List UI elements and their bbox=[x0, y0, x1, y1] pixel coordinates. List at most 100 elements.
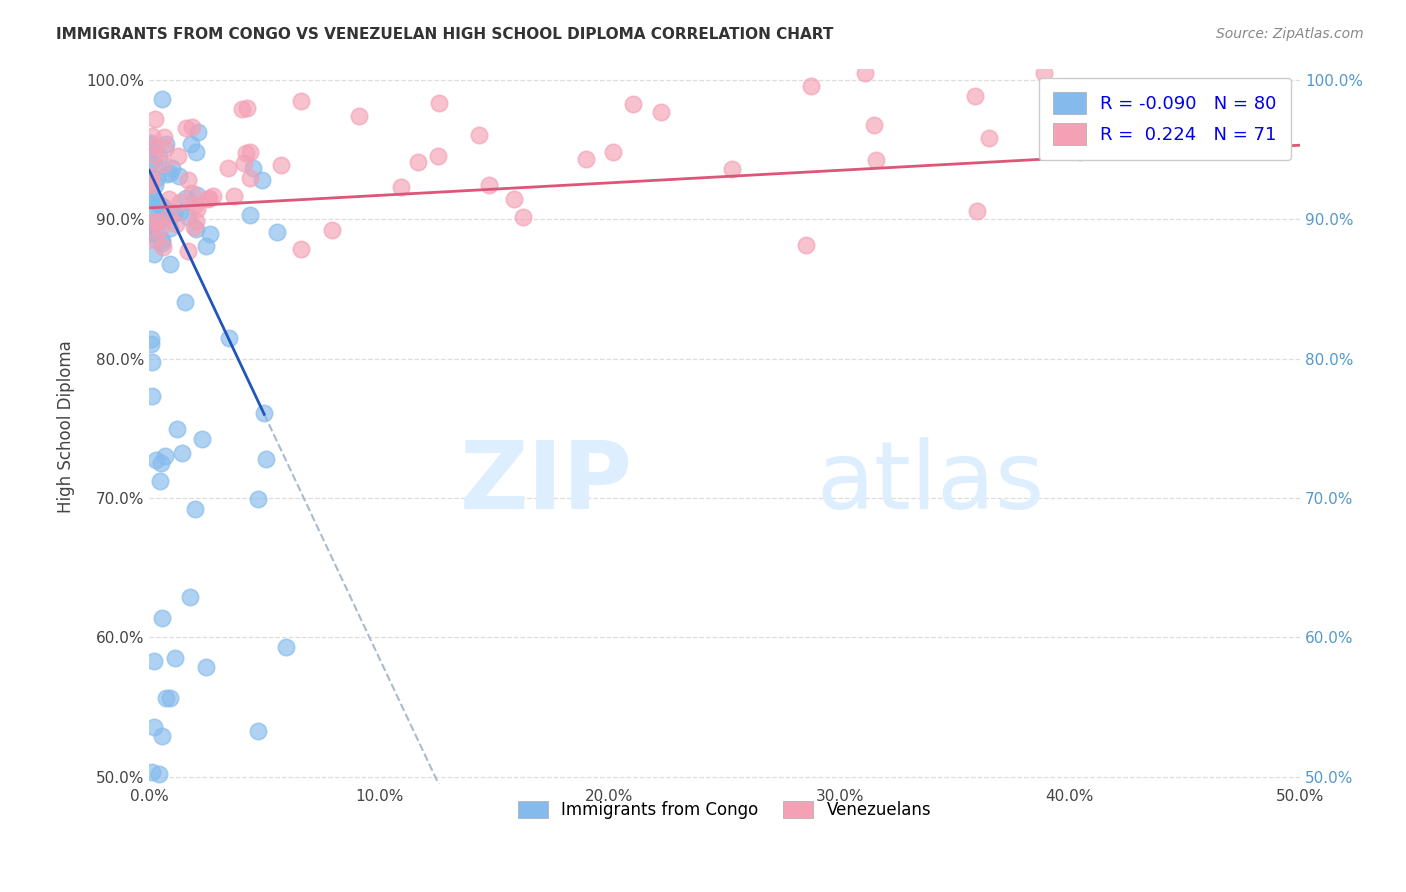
Point bbox=[143, 720, 166, 734]
Point bbox=[247, 492, 270, 507]
Point bbox=[143, 112, 166, 126]
Point bbox=[165, 650, 187, 665]
Point bbox=[796, 238, 818, 252]
Text: ZIP: ZIP bbox=[460, 437, 633, 529]
Point bbox=[180, 186, 202, 200]
Point bbox=[148, 197, 170, 211]
Point bbox=[160, 208, 183, 222]
Point bbox=[235, 145, 257, 160]
Point bbox=[141, 191, 163, 205]
Point bbox=[149, 222, 172, 236]
Point bbox=[167, 169, 190, 184]
Point bbox=[1084, 85, 1107, 99]
Point bbox=[141, 765, 163, 780]
Point bbox=[965, 88, 987, 103]
Point bbox=[1053, 125, 1076, 139]
Point bbox=[247, 724, 270, 739]
Point bbox=[865, 153, 887, 168]
Point bbox=[167, 148, 190, 162]
Point bbox=[966, 203, 988, 218]
Text: IMMIGRANTS FROM CONGO VS VENEZUELAN HIGH SCHOOL DIPLOMA CORRELATION CHART: IMMIGRANTS FROM CONGO VS VENEZUELAN HIGH… bbox=[56, 27, 834, 42]
Point bbox=[174, 295, 197, 310]
Point bbox=[146, 213, 169, 227]
Legend: Immigrants from Congo, Venezuelans: Immigrants from Congo, Venezuelans bbox=[512, 794, 938, 825]
Point bbox=[191, 432, 214, 446]
Point bbox=[141, 169, 163, 183]
Point bbox=[198, 227, 221, 241]
Point bbox=[183, 220, 205, 235]
Point bbox=[141, 155, 163, 169]
Point bbox=[141, 129, 163, 144]
Point bbox=[150, 92, 173, 106]
Point bbox=[146, 215, 169, 229]
Point bbox=[602, 145, 624, 159]
Point bbox=[186, 202, 208, 217]
Point bbox=[169, 205, 191, 219]
Point bbox=[218, 331, 240, 345]
Point bbox=[145, 452, 167, 467]
Point bbox=[159, 210, 181, 224]
Point bbox=[202, 188, 225, 202]
Point bbox=[197, 191, 219, 205]
Point bbox=[153, 141, 176, 155]
Point bbox=[195, 239, 218, 253]
Point bbox=[222, 189, 245, 203]
Point bbox=[143, 230, 166, 244]
Point bbox=[179, 591, 201, 605]
Point bbox=[250, 172, 273, 186]
Point bbox=[177, 173, 200, 187]
Point bbox=[146, 203, 169, 218]
Point bbox=[468, 128, 491, 142]
Point bbox=[181, 120, 204, 134]
Point bbox=[155, 137, 177, 152]
Point bbox=[266, 225, 288, 239]
Point bbox=[1069, 145, 1091, 160]
Text: atlas: atlas bbox=[817, 437, 1045, 529]
Point bbox=[979, 131, 1001, 145]
Point bbox=[389, 179, 412, 194]
Point bbox=[142, 157, 165, 171]
Point bbox=[155, 690, 177, 705]
Point bbox=[217, 161, 239, 175]
Point bbox=[142, 148, 165, 162]
Point bbox=[186, 124, 208, 138]
Point bbox=[184, 198, 207, 212]
Point bbox=[235, 101, 257, 115]
Point bbox=[153, 449, 176, 463]
Point bbox=[143, 654, 166, 668]
Point bbox=[159, 256, 181, 270]
Point bbox=[150, 235, 173, 250]
Point bbox=[141, 217, 163, 231]
Point bbox=[478, 178, 501, 193]
Point bbox=[184, 502, 207, 516]
Point bbox=[141, 332, 163, 346]
Point bbox=[574, 152, 596, 166]
Point bbox=[1077, 93, 1099, 107]
Point bbox=[152, 130, 174, 145]
Point bbox=[186, 222, 208, 236]
Point bbox=[141, 187, 163, 202]
Point bbox=[180, 136, 202, 151]
Point bbox=[169, 194, 191, 209]
Point bbox=[165, 217, 187, 231]
Point bbox=[141, 389, 163, 403]
Point bbox=[150, 457, 173, 471]
Point bbox=[141, 226, 163, 240]
Point bbox=[142, 247, 165, 261]
Point bbox=[141, 178, 163, 193]
Point bbox=[174, 191, 197, 205]
Point bbox=[290, 94, 312, 108]
Point bbox=[163, 206, 186, 220]
Point bbox=[176, 120, 198, 135]
Point bbox=[150, 199, 173, 213]
Point bbox=[142, 192, 165, 206]
Point bbox=[159, 166, 181, 180]
Point bbox=[141, 337, 163, 351]
Point bbox=[153, 202, 176, 216]
Text: Source: ZipAtlas.com: Source: ZipAtlas.com bbox=[1216, 27, 1364, 41]
Point bbox=[141, 137, 163, 152]
Point bbox=[141, 136, 163, 151]
Point bbox=[148, 150, 170, 164]
Point bbox=[184, 145, 207, 159]
Point bbox=[254, 451, 277, 466]
